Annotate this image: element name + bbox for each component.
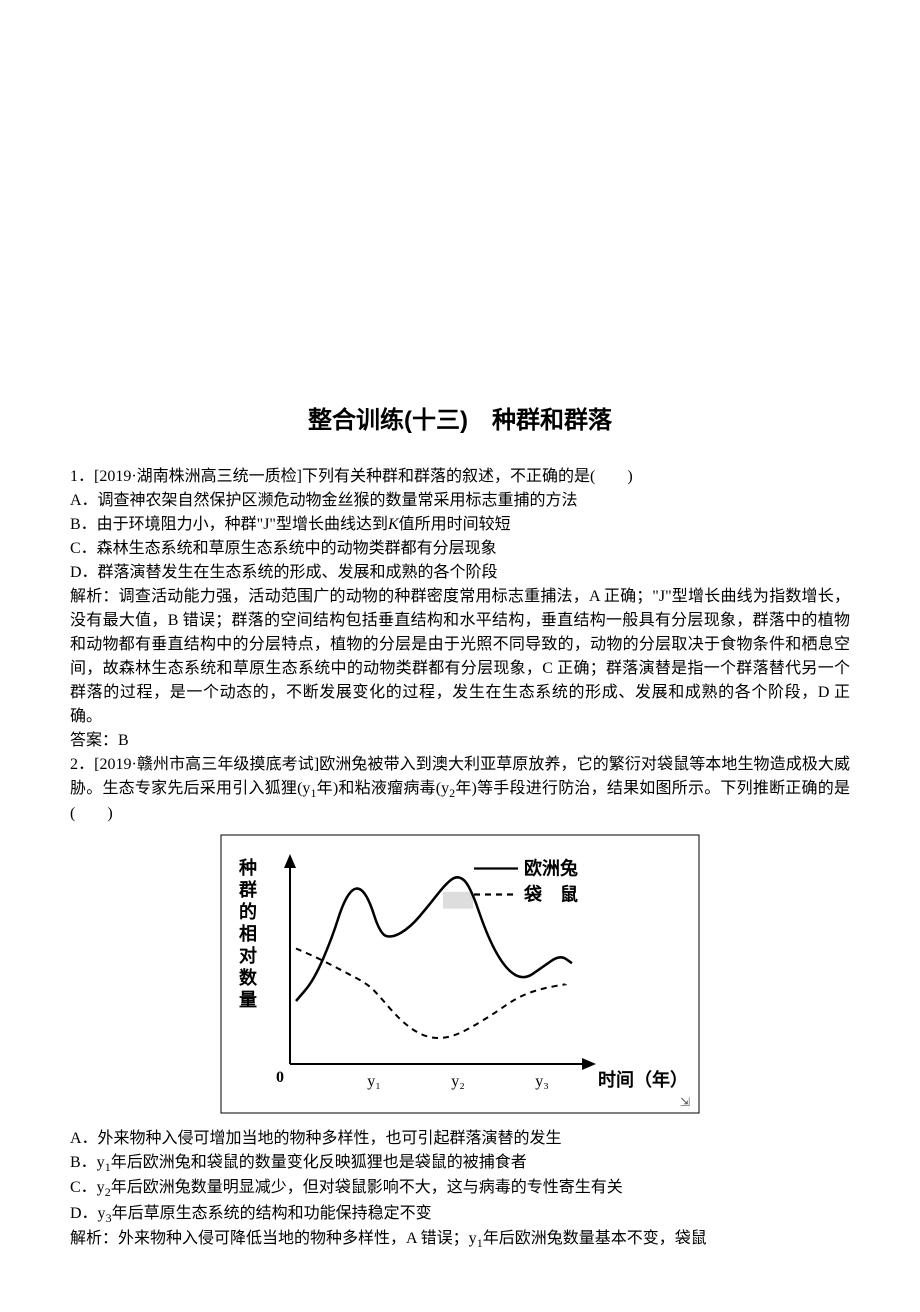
q2-option-b-a: B．y xyxy=(70,1154,105,1171)
svg-text:时间（年）: 时间（年） xyxy=(598,1069,688,1090)
q2-stem: 2．[2019·赣州市高三年级摸底考试]欧洲兔被带入到澳大利亚草原放养，它的繁衍… xyxy=(70,753,850,826)
q1-option-b: B．由于环境阻力小，种群"J"型增长曲线达到K值所用时间较短 xyxy=(70,513,850,537)
q2-analysis-b: 年后欧洲兔数量基本不变，袋鼠 xyxy=(483,1230,707,1247)
q2-option-c-a: C．y xyxy=(70,1179,105,1196)
svg-text:y₂: y₂ xyxy=(451,1073,465,1090)
svg-text:数: 数 xyxy=(239,967,258,988)
q1-option-a: A．调查神农架自然保护区濒危动物金丝猴的数量常采用标志重捕的方法 xyxy=(70,489,850,513)
q1-answer: 答案：B xyxy=(70,729,850,753)
q1-stem: 1．[2019·湖南株洲高三统一质检]下列有关种群和群落的叙述，不正确的是( ) xyxy=(70,465,850,489)
svg-text:的: 的 xyxy=(239,901,257,922)
q2-option-c-b: 年后欧洲兔数量明显减少，但对袋鼠影响不大，这与病毒的专性寄生有关 xyxy=(111,1179,623,1196)
svg-text:0: 0 xyxy=(276,1069,284,1086)
q2-chart: 0 y₁ y₂ y₃ 时间（年） 种群的相对数量 欧洲兔袋 鼠 ⇲ xyxy=(70,834,850,1119)
q1-option-c: C．森林生态系统和草原生态系统中的动物类群都有分层现象 xyxy=(70,537,850,561)
q2-option-c: C．y2年后欧洲兔数量明显减少，但对袋鼠影响不大，这与病毒的专性寄生有关 xyxy=(70,1176,850,1201)
chart-svg: 0 y₁ y₂ y₃ 时间（年） 种群的相对数量 欧洲兔袋 鼠 ⇲ xyxy=(220,834,700,1114)
q2-stem-b: 年)和粘液瘤病毒(y xyxy=(316,780,449,797)
q2-option-d-b: 年后草原生态系统的结构和功能保持稳定不变 xyxy=(112,1205,432,1222)
q2-option-d: D．y3年后草原生态系统的结构和功能保持稳定不变 xyxy=(70,1202,850,1227)
q1-analysis: 解析：调查活动能力强，活动范围广的动物的种群密度常用标志重捕法，A 正确；"J"… xyxy=(70,585,850,729)
svg-text:相: 相 xyxy=(239,924,257,944)
q2-option-d-a: D．y xyxy=(70,1205,106,1222)
svg-text:袋 鼠: 袋 鼠 xyxy=(523,884,578,905)
q1-option-b-text-2: 值所用时间较短 xyxy=(399,516,511,533)
q1-option-b-k: K xyxy=(388,516,399,533)
q2-option-a: A．外来物种入侵可增加当地的物种多样性，也可引起群落演替的发生 xyxy=(70,1127,850,1151)
q2-analysis: 解析：外来物种入侵可降低当地的物种多样性，A 错误；y1年后欧洲兔数量基本不变，… xyxy=(70,1227,850,1252)
q2-option-b-b: 年后欧洲兔和袋鼠的数量变化反映狐狸也是袋鼠的被捕食者 xyxy=(111,1154,527,1171)
svg-text:⇲: ⇲ xyxy=(680,1095,690,1109)
svg-text:种: 种 xyxy=(238,857,257,878)
page: 整合训练(十三) 种群和群落 1．[2019·湖南株洲高三统一质检]下列有关种群… xyxy=(0,0,920,1312)
svg-text:y₁: y₁ xyxy=(367,1073,381,1090)
q2-option-b: B．y1年后欧洲兔和袋鼠的数量变化反映狐狸也是袋鼠的被捕食者 xyxy=(70,1151,850,1176)
svg-text:y₃: y₃ xyxy=(535,1073,549,1090)
q1-option-d: D．群落演替发生在生态系统的形成、发展和成熟的各个阶段 xyxy=(70,561,850,585)
page-title: 整合训练(十三) 种群和群落 xyxy=(70,400,850,435)
svg-text:量: 量 xyxy=(239,989,257,1010)
q1-option-b-text-1: B．由于环境阻力小，种群"J"型增长曲线达到 xyxy=(70,516,388,533)
svg-text:欧洲兔: 欧洲兔 xyxy=(524,858,578,879)
svg-text:群: 群 xyxy=(239,879,257,900)
svg-text:对: 对 xyxy=(239,945,257,966)
q2-analysis-a: 解析：外来物种入侵可降低当地的物种多样性，A 错误；y xyxy=(70,1230,477,1247)
